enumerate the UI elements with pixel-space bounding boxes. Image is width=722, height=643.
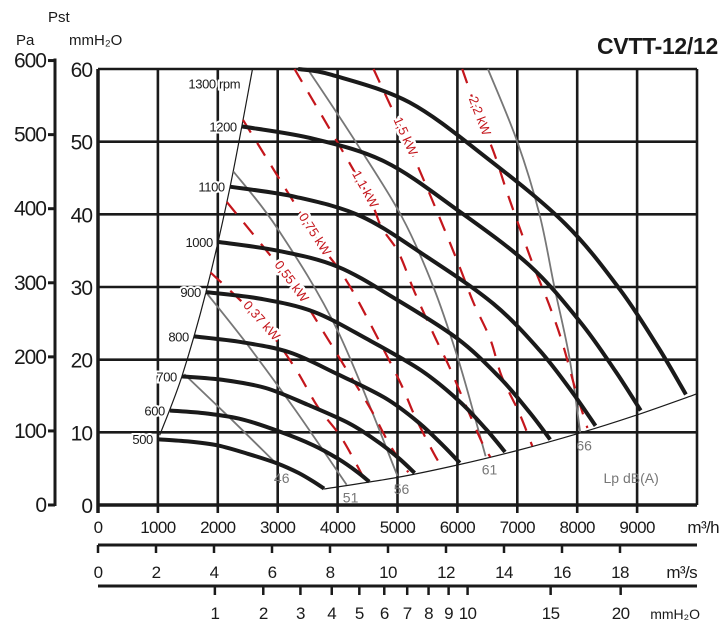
rpm-label: 1300 rpm: [188, 77, 240, 92]
power-label: 1,5 kW: [391, 115, 422, 159]
rpm-label: 600: [144, 404, 165, 419]
x-tick-label: 9000: [619, 518, 655, 537]
rpm-curve-600: [169, 408, 371, 484]
stall-boundary-line: [159, 68, 254, 436]
x-axis-3-label: mmH₂O: [650, 606, 700, 622]
x-tick-label: 7000: [500, 518, 536, 537]
x2-tick-label: 16: [553, 563, 571, 582]
x3-tick-label: 1: [210, 604, 219, 623]
power-line-0-75-kW: [242, 119, 444, 469]
mm-tick-label: 0: [81, 495, 92, 518]
power-label: 0,75 kW: [296, 210, 335, 259]
rpm-curve-500: [157, 437, 326, 491]
rpm-curve-1100: [229, 184, 598, 427]
power-label: 2,2 kW: [466, 94, 495, 138]
sound-label-46: 46: [274, 470, 290, 486]
y-axis-pa-label: Pa: [16, 32, 35, 49]
pa-tick-label: 500: [14, 124, 46, 147]
sound-line-56: [232, 170, 399, 477]
pa-tick-label: 600: [14, 50, 46, 73]
mm-tick-label: 10: [71, 422, 93, 445]
y-axis-mm-label: mmH₂O: [69, 32, 122, 49]
x3-tick-label: 2: [259, 604, 268, 623]
rpm-curve-700: [181, 374, 416, 475]
x3-tick-label: 10: [459, 604, 477, 623]
x2-tick-label: 8: [326, 563, 335, 582]
rpm-curve-1300: [297, 67, 688, 396]
x-tick-label: 1000: [140, 518, 176, 537]
power-line-0-37-kW: [209, 271, 366, 481]
mm-tick-label: 50: [71, 132, 93, 155]
rpm-label: 1200: [209, 119, 236, 134]
rpm-label: 700: [156, 369, 177, 384]
rpm-label: 500: [132, 432, 153, 447]
x-axis-2-label: m³/s: [666, 563, 697, 582]
x3-tick-label: 15: [542, 604, 560, 623]
power-line-1-1-kW: [293, 68, 492, 458]
pa-tick-label: 300: [14, 272, 46, 295]
sound-label-56: 56: [394, 481, 410, 497]
sound-line-66: [487, 68, 582, 433]
pa-tick-label: 100: [14, 420, 46, 443]
rpm-curve-900: [205, 290, 507, 454]
pa-tick-label: 0: [35, 494, 46, 517]
power-line-0-55-kW: [225, 201, 410, 473]
rpm-curve-800: [193, 334, 462, 465]
x2-tick-label: 6: [268, 563, 277, 582]
x2-tick-label: 12: [437, 563, 455, 582]
rpm-curve-1200: [241, 124, 643, 412]
rpm-label: 800: [168, 329, 189, 344]
x-tick-label: 3000: [260, 518, 296, 537]
x3-tick-label: 9: [444, 604, 453, 623]
x2-tick-label: 10: [379, 563, 397, 582]
x3-tick-label: 20: [612, 604, 630, 623]
x3-tick-label: 4: [327, 604, 336, 623]
x2-tick-label: 0: [94, 563, 103, 582]
x3-tick-label: 6: [380, 604, 389, 623]
x3-tick-label: 7: [403, 604, 412, 623]
x2-tick-label: 4: [210, 563, 219, 582]
sound-label-66: 66: [576, 437, 592, 453]
x2-tick-label: 2: [152, 563, 161, 582]
sound-label-61: 61: [482, 461, 498, 477]
x3-tick-label: 8: [424, 604, 433, 623]
x3-tick-label: 5: [355, 604, 364, 623]
x-axis-label: m³/h: [687, 518, 719, 537]
mm-tick-label: 20: [71, 350, 93, 373]
sound-label-51: 51: [343, 490, 359, 506]
x-tick-label: 8000: [559, 518, 595, 537]
x-tick-label: 5000: [380, 518, 416, 537]
x3-tick-label: 3: [296, 604, 305, 623]
x2-tick-label: 18: [611, 563, 629, 582]
rpm-label: 1100: [198, 180, 225, 195]
mm-tick-label: 60: [71, 59, 93, 82]
pa-tick-label: 400: [14, 198, 46, 221]
mm-tick-label: 30: [71, 277, 93, 300]
mm-tick-label: 40: [71, 204, 93, 227]
rpm-label: 900: [180, 285, 201, 300]
y-header-pst: Pst: [48, 9, 71, 26]
sound-unit-label: Lp dB(A): [603, 470, 658, 486]
sound-line-51: [205, 291, 348, 486]
x-tick-label: 2000: [200, 518, 236, 537]
x-tick-label: 6000: [440, 518, 476, 537]
pa-tick-label: 200: [14, 346, 46, 369]
chart-title: CVTT-12/12: [597, 33, 718, 59]
x-tick-label: 4000: [320, 518, 356, 537]
max-flow-boundary-line: [324, 393, 698, 490]
power-line-2-2-kW: [461, 68, 589, 429]
x-tick-label: 0: [94, 518, 103, 537]
rpm-label: 1000: [185, 235, 212, 250]
rpm-curve-1000: [217, 239, 552, 441]
grid: [96, 67, 699, 513]
x2-tick-label: 14: [495, 563, 513, 582]
power-line-1-5-kW: [372, 68, 534, 447]
